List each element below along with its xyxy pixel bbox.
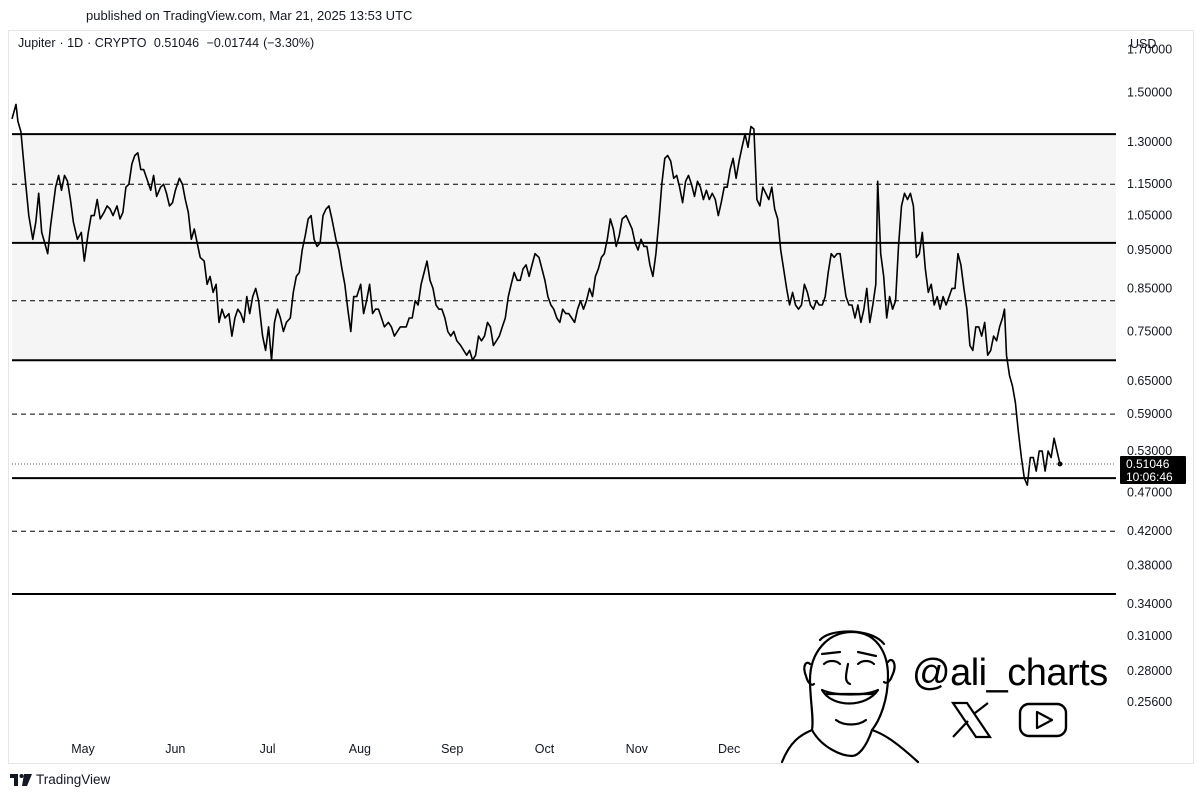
x-axis: May Jun Jul Aug Sep Oct Nov Dec: [71, 742, 740, 756]
youtube-play-icon[interactable]: [1018, 702, 1068, 738]
y-tick-label: 1.50000: [1127, 86, 1172, 100]
y-tick-label: 0.38000: [1127, 559, 1172, 573]
y-tick-label: 0.65000: [1127, 374, 1172, 388]
author-watermark: @ali_charts: [912, 652, 1108, 694]
y-axis: 1.70000 1.50000 1.30000 1.15000 1.05000 0.950…: [1127, 43, 1172, 709]
y-tick-label: 0.42000: [1127, 524, 1172, 538]
y-tick-label: 0.28000: [1127, 664, 1172, 678]
y-tick-label: 0.31000: [1127, 629, 1172, 643]
y-tick-label: 0.25600: [1127, 695, 1172, 709]
y-tick-label: 0.47000: [1127, 485, 1172, 499]
symbol-name: Jupiter: [18, 36, 56, 50]
symbol-price: 0.51046: [153, 36, 200, 50]
y-tick-label: 1.70000: [1127, 43, 1172, 57]
symbol-legend[interactable]: Jupiter · 1D · CRYPTO 0.51046 −0.01744 (−3.…: [18, 36, 315, 50]
y-tick-label: 0.75000: [1127, 324, 1172, 338]
x-tick-label: May: [71, 742, 95, 756]
x-tick-label: Aug: [349, 742, 371, 756]
level-lines: [12, 133, 1116, 596]
y-tick-label: 0.34000: [1127, 597, 1172, 611]
x-tick-label: Nov: [626, 742, 649, 756]
price-tag-countdown: 10:06:46: [1126, 470, 1173, 484]
x-tick-label: Jun: [165, 742, 185, 756]
published-caption: published on TradingView.com, Mar 21, 20…: [86, 8, 413, 23]
footer-brand[interactable]: TradingView: [10, 772, 110, 787]
price-tag-background: [1120, 456, 1186, 485]
y-tick-label: 0.53000: [1127, 444, 1172, 458]
footer-brand-label: TradingView: [36, 772, 111, 787]
range-band: [12, 134, 1116, 361]
y-tick-label: 1.05000: [1127, 209, 1172, 223]
x-tick-label: Sep: [441, 742, 463, 756]
x-tick-label: Jul: [260, 742, 276, 756]
price-tag: 0.51046 10:06:46: [1120, 456, 1186, 485]
symbol-exchange: CRYPTO: [94, 36, 147, 50]
x-logo-icon[interactable]: [950, 701, 993, 739]
x-tick-label: Dec: [718, 742, 740, 756]
y-tick-label: 0.95000: [1127, 243, 1172, 257]
y-tick-label: 0.85000: [1127, 281, 1172, 295]
y-tick-label: 1.30000: [1127, 135, 1172, 149]
x-tick-label: Oct: [535, 742, 555, 756]
y-tick-label: 0.59000: [1127, 407, 1172, 421]
y-tick-label: 1.15000: [1127, 177, 1172, 191]
currency-label[interactable]: USD: [1130, 37, 1157, 51]
price-tag-value: 0.51046: [1126, 457, 1170, 471]
price-series-line: [11, 103, 1061, 486]
symbol-change-pct: (−3.30%): [263, 36, 315, 50]
author-avatar-icon: [780, 630, 920, 764]
tradingview-logo-icon: [10, 773, 32, 786]
symbol-interval: 1D: [67, 36, 84, 50]
symbol-change: −0.01744: [206, 36, 260, 50]
